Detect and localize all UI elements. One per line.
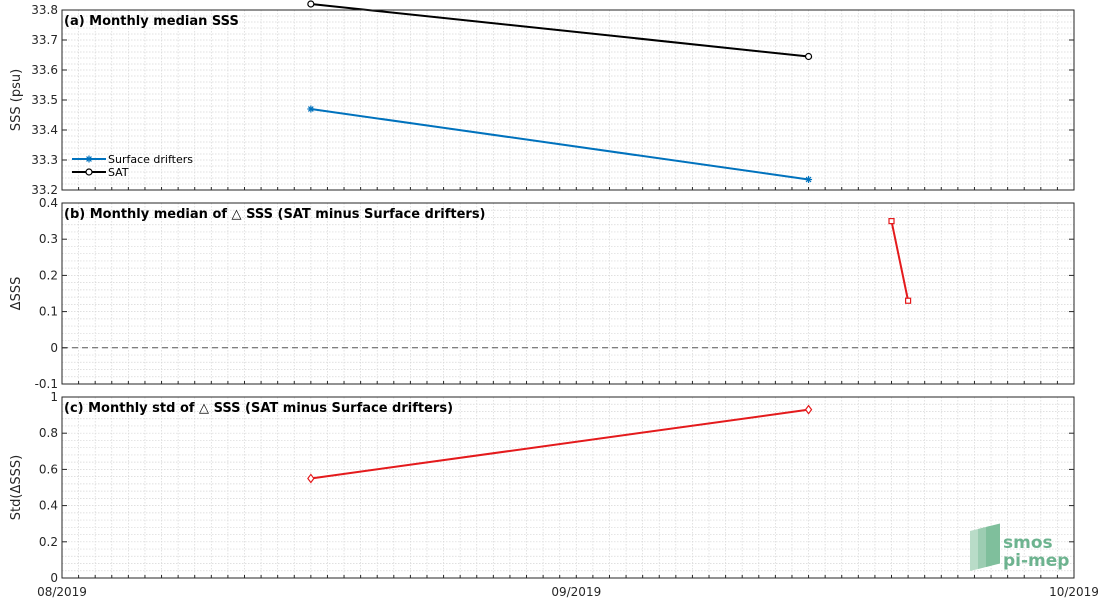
data-point: [85, 155, 93, 163]
legend-label: Surface drifters: [108, 153, 193, 166]
panel-b-title: (b) Monthly median of △ SSS (SAT minus S…: [64, 207, 486, 222]
logo-text-pi-mep: pi-mep: [1003, 551, 1069, 571]
logo-mark-icon: [970, 523, 1000, 571]
y-tick-label: 0.2: [39, 268, 58, 282]
panel-b-series: [888, 218, 912, 304]
data-point: [805, 176, 813, 183]
y-tick-label: 0.6: [39, 462, 58, 476]
y-tick-label: 33.5: [31, 93, 58, 107]
panel-b-ylabel: ΔSSS: [9, 277, 24, 311]
y-tick-label: 0: [50, 571, 58, 585]
panel-b-axes: [61, 202, 1075, 385]
x-tick-label: 08/2019: [37, 585, 87, 599]
panel-c-series: [307, 404, 813, 484]
data-point: [85, 168, 93, 176]
y-tick-label: 33.6: [31, 63, 58, 77]
data-point: [307, 0, 315, 8]
data-point: [804, 404, 813, 415]
y-tick-label: 33.4: [31, 123, 58, 137]
y-tick-label: 0.8: [39, 426, 58, 440]
data-point: [888, 218, 895, 225]
panel-b-yticks: -0.1 0 0.1 0.2 0.3 0.4: [35, 196, 1074, 391]
y-tick-label: 0.2: [39, 535, 58, 549]
y-tick-label: 33.2: [31, 183, 58, 197]
panel-a-xticks: [61, 187, 1075, 190]
data-point: [904, 297, 912, 304]
panel-c-title: (c) Monthly std of △ SSS (SAT minus Surf…: [64, 401, 453, 416]
panel-c-grid: [61, 396, 1075, 579]
logo-text-smos: smos: [1003, 533, 1053, 553]
data-point: [804, 52, 813, 61]
data-point: [307, 473, 315, 484]
panel-a-title: (a) Monthly median SSS: [64, 14, 239, 29]
panel-a-ylabel: SSS (psu): [9, 69, 24, 131]
series-line: [890, 220, 910, 301]
y-tick-label: 0.3: [39, 232, 58, 246]
series-line: [310, 408, 809, 480]
x-tick-label: 09/2019: [551, 585, 601, 599]
panel-a-axes: [61, 9, 1075, 191]
y-tick-label: 0.4: [39, 499, 58, 513]
panel-b-delta-sss: -0.1 0 0.1 0.2 0.3 0.4 ΔSSS (b) Monthly media…: [9, 196, 1075, 391]
legend-label: SAT: [108, 166, 129, 179]
series-line-sat: [310, 3, 809, 58]
panel-c-ylabel: Std(ΔSSS): [9, 455, 24, 520]
series-line-surface-drifters: [310, 108, 809, 181]
data-point: [307, 105, 315, 113]
panel-a-grid: [61, 9, 1075, 191]
panel-a-series: [307, 0, 813, 183]
y-tick-label: -0.1: [35, 377, 58, 391]
y-tick-label: 1: [50, 390, 58, 404]
y-tick-label: 33.8: [31, 3, 58, 17]
x-tick-label: 10/2019: [1049, 585, 1099, 599]
panel-b-grid: [61, 202, 1075, 385]
panel-c-axes: [61, 396, 1075, 579]
panel-a-sss: 33.2 33.3 33.4 33.5 33.6 33.7 33.8 SSS (psu) (…: [9, 0, 1075, 197]
y-tick-label: 33.3: [31, 153, 58, 167]
panel-c-std-delta-sss: 0 0.2 0.4 0.6 0.8 1 Std(ΔSSS) (c) Monthly std…: [9, 390, 1075, 585]
panel-c-yticks: 0 0.2 0.4 0.6 0.8 1: [39, 390, 1074, 585]
panel-a-yticks: 33.2 33.3 33.4 33.5 33.6 33.7 33.8: [31, 3, 1074, 197]
y-tick-label: 0.4: [39, 196, 58, 210]
panel-c-xticks: [61, 575, 1075, 578]
x-tick-labels: 08/2019 09/2019 10/2019: [37, 585, 1099, 599]
y-tick-label: 0.1: [39, 305, 58, 319]
panel-b-xticks: [61, 381, 1075, 384]
y-tick-label: 0: [50, 341, 58, 355]
y-tick-label: 33.7: [31, 33, 58, 47]
smos-pi-mep-logo: smos pi-mep: [970, 523, 1069, 571]
